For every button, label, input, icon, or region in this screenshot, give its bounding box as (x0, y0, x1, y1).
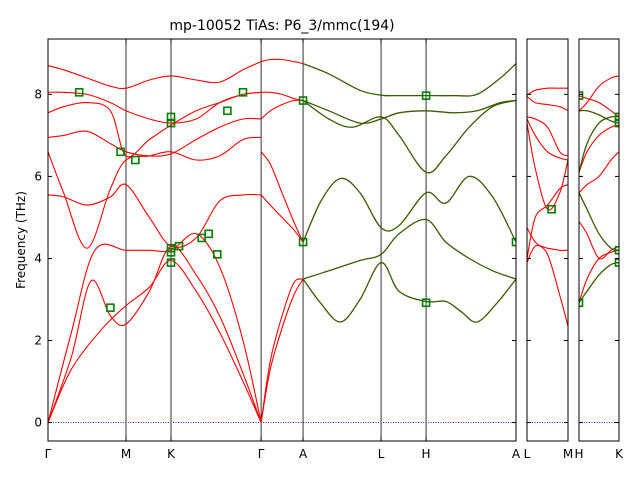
k-point-label: K (615, 447, 624, 461)
y-tick-label: 8 (34, 87, 42, 101)
degeneracy-marker (238, 88, 248, 97)
band-panel-1: 0 2 4 6 8 Γ M K Γ A L H A (34, 38, 521, 461)
band-line (260, 278, 304, 423)
band-line (579, 75, 619, 112)
band-line (261, 91, 304, 102)
degeneracy-marker (166, 258, 176, 267)
degeneracy-marker (579, 298, 584, 308)
degeneracy-marker (298, 237, 308, 247)
degeneracy-marker (223, 106, 232, 116)
band-line-highlight (302, 261, 516, 323)
k-point-label: H (422, 447, 431, 461)
degeneracy-marker (614, 112, 619, 122)
band-line-highlight (579, 109, 619, 124)
k-point-label: A (299, 447, 308, 461)
degeneracy-marker (131, 155, 140, 165)
degeneracy-marker (174, 241, 184, 251)
k-point-label: M (121, 447, 131, 461)
degeneracy-marker (74, 88, 84, 97)
band-line (579, 124, 619, 173)
band-line (48, 233, 262, 423)
band-line-highlight (302, 218, 516, 280)
band-line-highlight (302, 99, 516, 125)
k-point-label: Γ (258, 447, 265, 461)
band-line (260, 151, 304, 243)
degeneracy-marker (511, 237, 516, 247)
band-line-highlight (302, 175, 516, 243)
band-line (48, 245, 262, 423)
degeneracy-marker (421, 298, 431, 308)
degeneracy-marker (106, 303, 115, 312)
band-line (260, 278, 304, 423)
panel-content-3 (579, 75, 619, 423)
band-line (48, 117, 262, 157)
band-line (527, 118, 568, 161)
degeneracy-marker (614, 118, 619, 128)
k-point-label: K (167, 447, 176, 461)
band-line (48, 259, 262, 423)
panel-frame (526, 38, 569, 442)
band-line (527, 244, 568, 263)
band-line (579, 95, 619, 118)
degeneracy-marker (298, 96, 308, 105)
band-line (527, 95, 568, 112)
panel-frame (47, 38, 517, 442)
band-line (260, 194, 304, 243)
band-line (527, 87, 568, 96)
degeneracy-marker (116, 147, 125, 157)
band-line (527, 116, 568, 157)
degeneracy-marker (166, 118, 176, 128)
chart-title: mp-10052 TiAs: P6_3/mmc(194) (169, 18, 394, 34)
degeneracy-marker (547, 204, 556, 214)
band-line-highlight (302, 62, 516, 97)
y-tick-label: 2 (34, 334, 42, 348)
y-tick-label: 0 (34, 416, 42, 430)
band-line (48, 183, 262, 248)
band-line (579, 221, 619, 260)
k-point-label: L (524, 447, 531, 461)
k-point-label: A (512, 447, 521, 461)
y-tick-label: 6 (34, 169, 42, 183)
degeneracy-marker (204, 229, 213, 239)
k-point-label: M (563, 447, 573, 461)
band-line-highlight (579, 115, 619, 173)
band-line-highlight (579, 261, 619, 304)
degeneracy-marker (614, 258, 619, 267)
band-line (48, 91, 262, 124)
degeneracy-marker (614, 245, 619, 255)
band-line (527, 227, 568, 327)
k-point-label: Γ (45, 447, 52, 461)
degeneracy-marker (212, 250, 222, 259)
k-point-label: L (378, 447, 385, 461)
band-line (579, 151, 619, 194)
degeneracy-marker (421, 91, 431, 100)
degeneracy-marker (579, 91, 584, 100)
band-line (260, 58, 304, 65)
band-line (260, 99, 304, 120)
degeneracy-marker (166, 248, 176, 257)
degeneracy-marker (166, 112, 176, 122)
k-point-label: H (574, 447, 583, 461)
band-line-highlight (579, 192, 619, 251)
band-line-highlight (302, 99, 516, 174)
panel-frame (578, 38, 620, 442)
panel-content-1 (48, 39, 516, 441)
panel-content-2 (527, 87, 568, 423)
y-axis-label: Frequency (THz) (14, 191, 28, 289)
band-line (48, 61, 262, 90)
y-tick-label: 4 (34, 251, 42, 265)
